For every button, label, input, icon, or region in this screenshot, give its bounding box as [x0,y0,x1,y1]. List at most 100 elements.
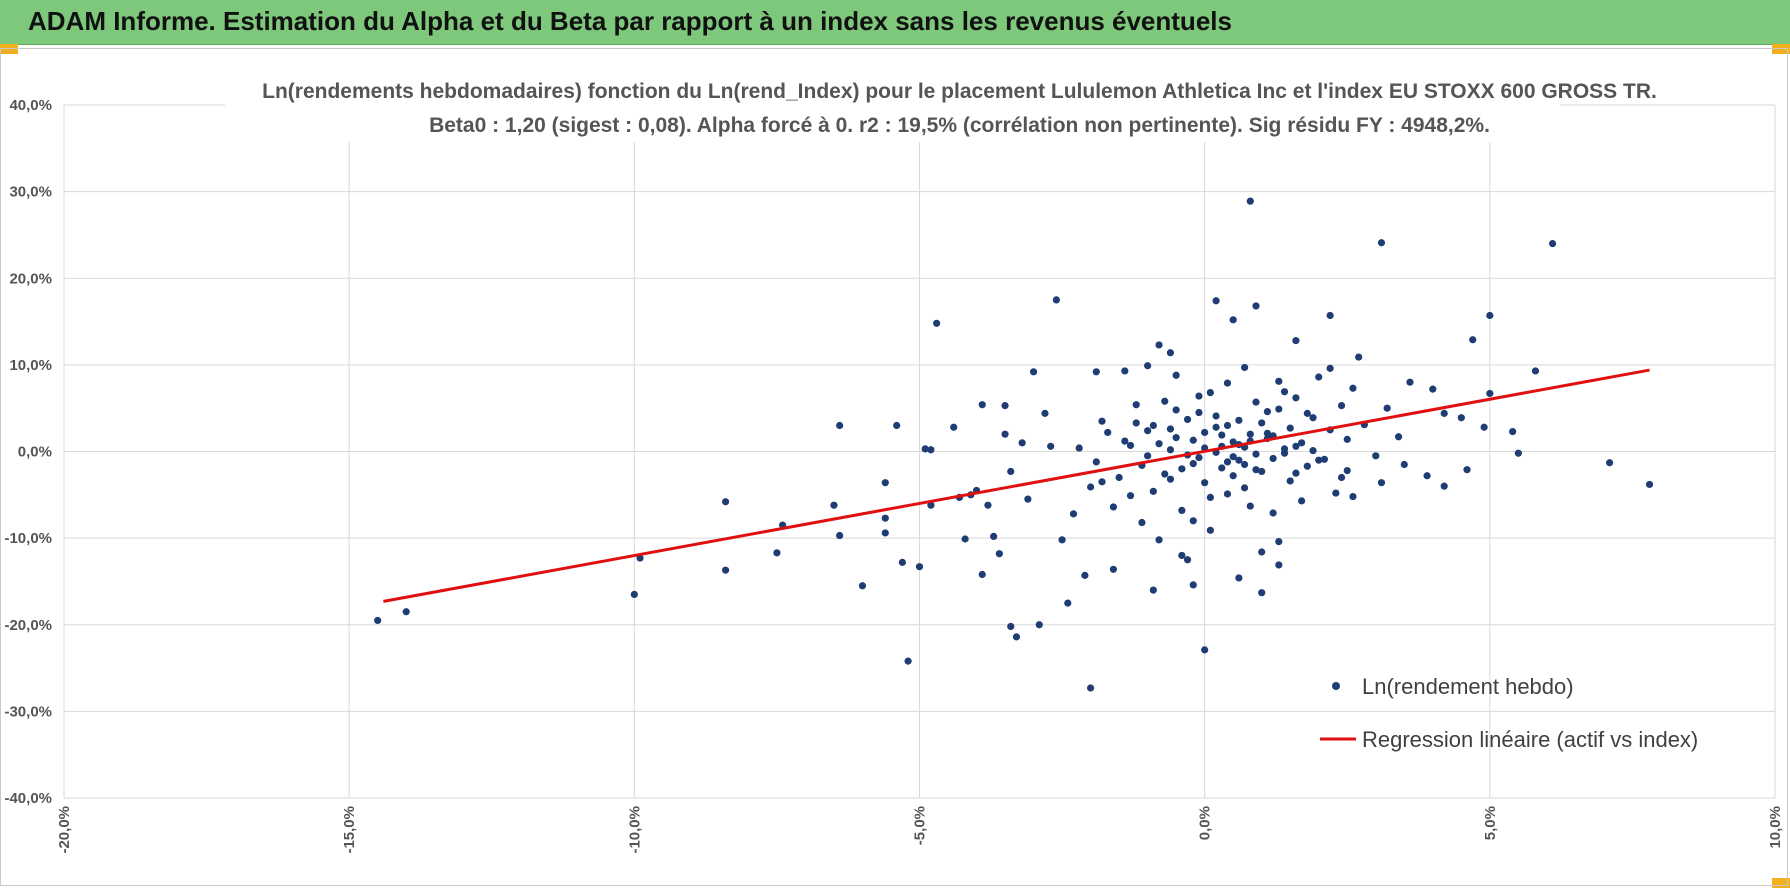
data-point [1252,450,1260,458]
data-point [1058,536,1066,544]
data-point [1132,419,1140,427]
data-point [721,498,730,506]
data-point [1121,367,1129,375]
data-point [1332,489,1340,497]
data-point [1155,440,1163,448]
data-point [1172,406,1180,414]
data-point [921,445,929,453]
data-point [927,501,935,509]
data-point [1286,424,1294,432]
data-point [1172,434,1180,442]
x-tick-label: 5,0% [1482,806,1499,840]
data-point [1223,421,1232,430]
data-point [1269,454,1277,463]
x-tick-label: -15,0% [341,806,358,854]
data-point [1212,297,1220,305]
data-point [1201,428,1209,437]
data-point [1298,439,1306,447]
data-point [1240,484,1249,492]
data-point [1548,240,1557,248]
data-point [1292,337,1300,345]
data-point [1514,449,1522,457]
data-point [1606,459,1614,467]
data-point [1166,425,1175,433]
data-point [1195,392,1203,400]
legend-marker-scatter [1332,682,1340,690]
data-point [1081,571,1089,579]
y-tick-label: 20,0% [9,270,52,287]
data-point [1229,453,1237,461]
data-point [1240,363,1249,372]
page-title: ADAM Informe. Estimation du Alpha et du … [28,6,1232,36]
data-point [1337,401,1346,410]
data-point [630,590,638,599]
data-point [773,549,781,557]
data-point [1223,490,1232,498]
data-point [1144,362,1152,370]
data-point [1149,487,1157,495]
data-point [1166,349,1175,357]
data-point [1258,467,1266,476]
data-point [1292,469,1300,477]
data-point [1303,462,1311,470]
data-point [1223,379,1232,387]
data-point [1104,428,1112,437]
data-point [1218,431,1226,439]
data-point [836,421,844,430]
data-point [1309,414,1317,422]
data-point [1372,452,1380,460]
data-point [950,423,958,431]
data-point [1355,353,1363,361]
data-point [1218,464,1226,472]
data-point [1315,373,1323,381]
y-tick-label: 30,0% [9,184,52,201]
data-point [1087,684,1095,692]
x-tick-label: 0,0% [1197,806,1214,840]
data-point [1161,470,1169,478]
data-point [1098,478,1106,486]
data-point [1383,404,1391,412]
data-point [1246,197,1254,205]
chart-title-line1: Ln(rendements hebdomadaires) fonction du… [262,80,1657,103]
data-point [1303,409,1311,417]
data-point [1280,388,1289,396]
data-point [1189,460,1197,468]
data-point [881,529,889,537]
data-point [1349,384,1357,392]
data-point [1144,427,1152,435]
header-banner: ADAM Informe. Estimation du Alpha et du … [0,0,1790,45]
data-point [1240,460,1249,469]
data-point [1229,438,1237,446]
data-point [881,479,889,487]
data-point [1092,368,1100,376]
data-point [1457,414,1465,422]
data-point [1486,311,1494,320]
title-background [225,72,1560,142]
data-point [881,514,889,522]
data-point [1252,398,1260,406]
data-point [1275,561,1283,569]
data-point [1029,368,1038,376]
data-point [1172,371,1180,379]
data-point [1400,460,1408,469]
data-point [1263,408,1272,416]
x-tick-label: 10,0% [1767,806,1784,849]
data-point [1144,452,1152,460]
data-point [978,401,986,409]
data-point [1132,401,1140,409]
data-point [1235,416,1243,424]
data-point [1275,405,1283,413]
data-point [1463,466,1471,474]
data-point [1212,412,1220,420]
data-point [1069,510,1078,518]
data-point [1064,599,1072,607]
data-point [1178,506,1186,515]
data-point [1326,364,1334,372]
data-point [1035,621,1043,629]
x-tick-label: -10,0% [626,806,643,854]
data-point [1195,408,1203,417]
y-tick-label: -30,0% [4,703,52,720]
data-point [1258,548,1266,556]
data-point [990,532,998,540]
